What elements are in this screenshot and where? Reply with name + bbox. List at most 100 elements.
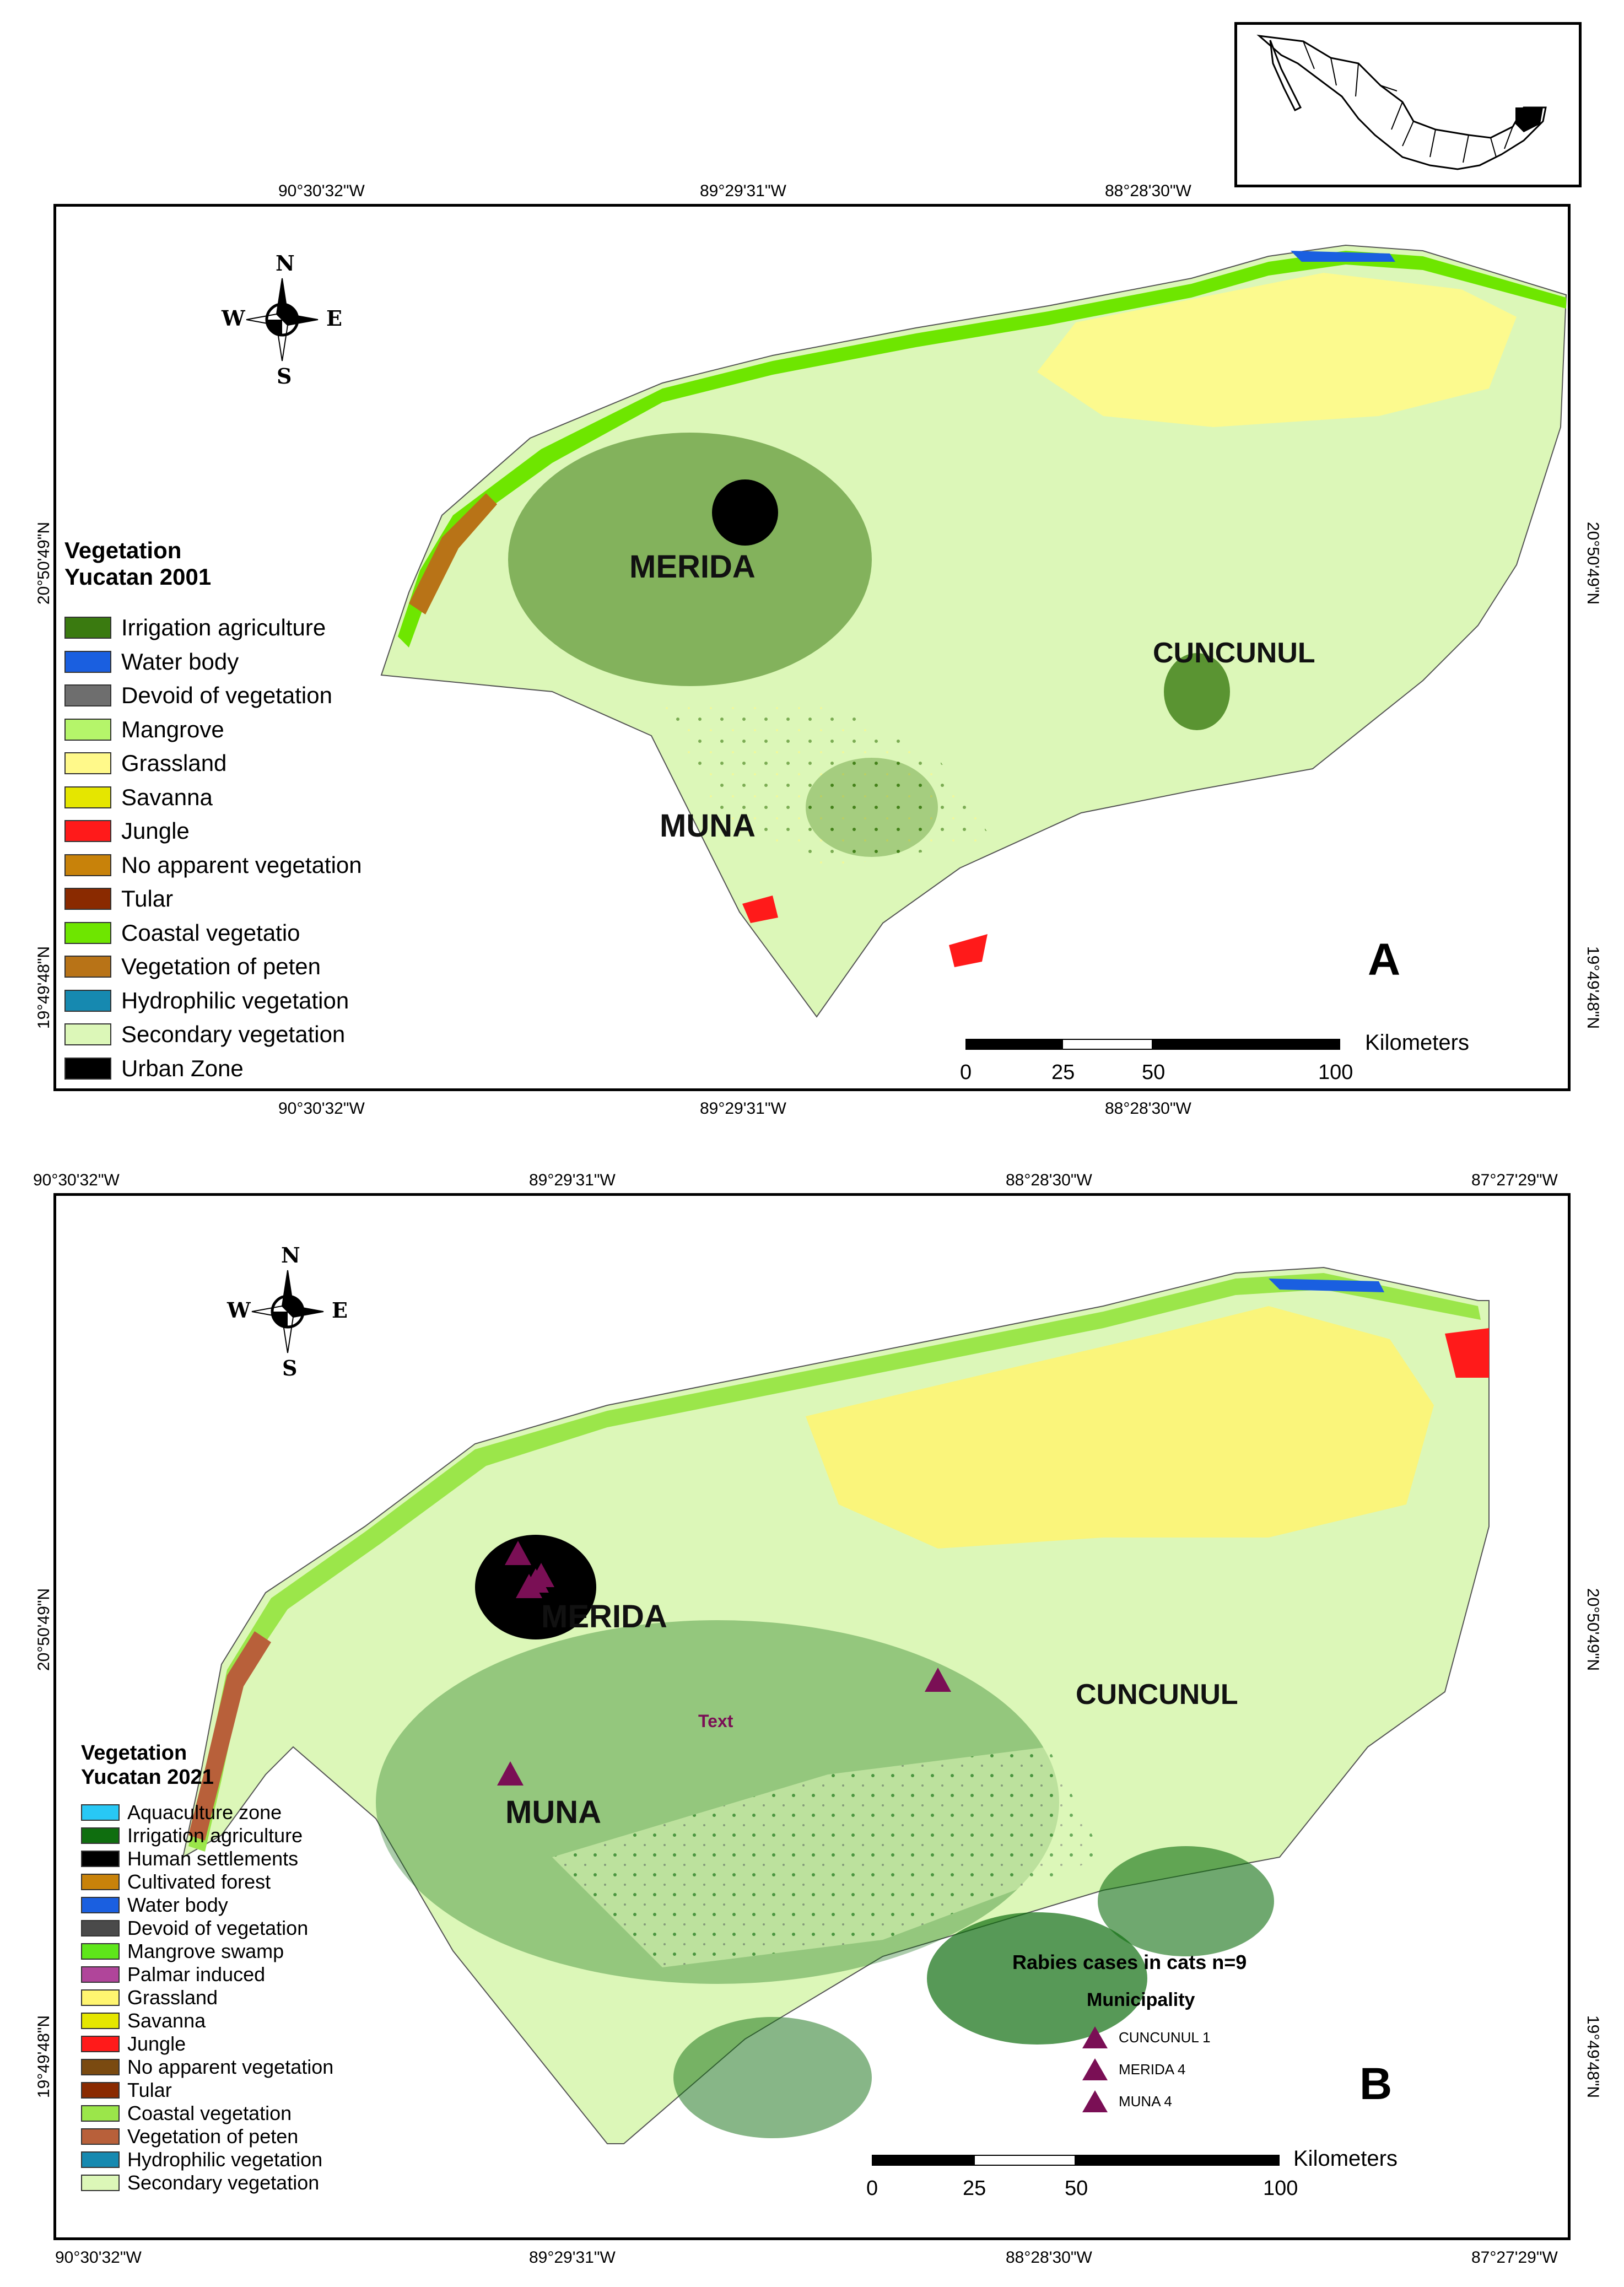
scale-a-tick-0: 0 bbox=[960, 1061, 972, 1084]
legend-b-label: Secondary vegetation bbox=[127, 2171, 320, 2194]
legend-b-item: Grassland bbox=[81, 1986, 218, 2009]
legend-b-swatch bbox=[81, 2013, 120, 2029]
panel-b-letter: B bbox=[1359, 2059, 1393, 2109]
b-bottom-coord-2: 89°29'31"W bbox=[529, 2248, 616, 2267]
legend-b-label: Savanna bbox=[127, 2009, 206, 2032]
legend-b-label: Aquaculture zone bbox=[127, 1801, 282, 1824]
case-item: MERIDA 4 bbox=[1081, 2057, 1185, 2081]
legend-b-item: Vegetation of peten bbox=[81, 2125, 298, 2148]
case-marker bbox=[497, 1761, 524, 1786]
legend-a-item: Water body bbox=[64, 649, 239, 675]
legend-a-label: Grassland bbox=[121, 750, 227, 776]
legend-a-swatch bbox=[64, 650, 111, 673]
b-left-coord-1: 20°50'49"N bbox=[35, 1588, 53, 1671]
legend-b-item: Cultivated forest bbox=[81, 1870, 271, 1894]
panel-a-frame: N W E S MERIDA MUNA CUNCUNUL A 0 25 50 1… bbox=[53, 204, 1571, 1091]
b-bottom-coord-3: 88°28'30"W bbox=[1006, 2248, 1092, 2267]
legend-b-swatch bbox=[81, 1920, 120, 1937]
b-top-coord-3: 88°28'30"W bbox=[1006, 1171, 1092, 1189]
legend-a-swatch bbox=[64, 617, 111, 639]
scale-b-tick-50: 50 bbox=[1065, 2177, 1088, 2200]
mexico-outline bbox=[1256, 34, 1547, 170]
triangle-marker-icon bbox=[1082, 2090, 1108, 2112]
legend-b-swatch bbox=[81, 1989, 120, 2006]
legend-b-item: Coastal vegetation bbox=[81, 2102, 292, 2125]
legend-b-swatch bbox=[81, 1943, 120, 1960]
legend-a-label: Urban Zone bbox=[121, 1055, 244, 1081]
a-right-coord-1: 20°50'49"N bbox=[1584, 521, 1603, 605]
legend-a-label: Mangrove bbox=[121, 716, 224, 742]
legend-b-swatch bbox=[81, 1851, 120, 1867]
legend-a-swatch bbox=[64, 989, 111, 1012]
legend-a-swatch bbox=[64, 684, 111, 706]
b-top-coord-4: 87°27'29"W bbox=[1471, 1171, 1558, 1189]
place-muna-a: MUNA bbox=[660, 808, 756, 844]
a-top-coord-2: 89°29'31"W bbox=[700, 182, 786, 200]
inset-map bbox=[1234, 22, 1582, 187]
b-bottom-coord-4: 87°27'29"W bbox=[1471, 2248, 1558, 2267]
legend-a-swatch bbox=[64, 956, 111, 978]
compass-rose-icon bbox=[246, 278, 319, 362]
legend-b-item: Aquaculture zone bbox=[81, 1801, 282, 1824]
legend-b-item: Water body bbox=[81, 1894, 228, 1917]
legend-a-item: Vegetation of peten bbox=[64, 953, 321, 980]
legend-a-swatch bbox=[64, 820, 111, 842]
legend-a-label: Coastal vegetatio bbox=[121, 919, 300, 946]
rabies-title: Rabies cases in cats n=9 bbox=[1012, 1951, 1247, 1973]
place-merida-a: MERIDA bbox=[629, 549, 756, 585]
place-muna-b: MUNA bbox=[505, 1794, 601, 1830]
legend-a-item: Jungle bbox=[64, 818, 190, 844]
legend-a-item: Mangrove bbox=[64, 716, 224, 743]
compass-a: N W E S bbox=[222, 251, 343, 389]
compass-b: N W E S bbox=[227, 1243, 348, 1380]
legend-a-item: Devoid of vegetation bbox=[64, 682, 332, 709]
compass-a-n: N bbox=[276, 251, 295, 276]
legend-b-swatch bbox=[81, 2128, 120, 2145]
legend-b-swatch bbox=[81, 2036, 120, 2052]
case-marker bbox=[925, 1668, 951, 1692]
legend-b-label: No apparent vegetation bbox=[127, 2056, 334, 2078]
legend-b-item: Savanna bbox=[81, 2009, 206, 2032]
b-right-coord-2: 19°49'48"N bbox=[1584, 2015, 1603, 2099]
legend-b-item: Palmar induced bbox=[81, 1963, 265, 1986]
legend-a-item: Irrigation agriculture bbox=[64, 614, 326, 641]
legend-b-swatch bbox=[81, 2151, 120, 2168]
legend-b-label: Tular bbox=[127, 2079, 172, 2101]
legend-b-swatch bbox=[81, 1897, 120, 1913]
legend-b-label: Irrigation agriculture bbox=[127, 1824, 303, 1847]
legend-a-label: Water body bbox=[121, 648, 239, 675]
scale-a-tick-25: 25 bbox=[1051, 1061, 1075, 1084]
scale-a-unit: Kilometers bbox=[1365, 1031, 1469, 1055]
a-right-coord-2: 19°49'48"N bbox=[1584, 946, 1603, 1029]
scale-a-tick-100: 100 bbox=[1318, 1061, 1353, 1084]
place-text-label: Text bbox=[698, 1711, 733, 1731]
legend-b-item: Tular bbox=[81, 2079, 172, 2102]
place-merida-b: MERIDA bbox=[541, 1599, 667, 1635]
compass-b-s: S bbox=[282, 1356, 298, 1380]
legend-a-title-line1: Vegetation bbox=[64, 537, 182, 563]
legend-a-label: Hydrophilic vegetation bbox=[121, 987, 349, 1013]
legend-b-label: Palmar induced bbox=[127, 1963, 266, 1986]
b-right-coord-1: 20°50'49"N bbox=[1584, 1588, 1603, 1671]
b-left-coord-2: 19°49'48"N bbox=[35, 2015, 53, 2099]
legend-b-item: No apparent vegetation bbox=[81, 2056, 333, 2079]
case-item: CUNCUNUL 1 bbox=[1081, 2025, 1211, 2049]
legend-a-item: Coastal vegetatio bbox=[64, 920, 300, 946]
legend-b-swatch bbox=[81, 1827, 120, 1844]
scale-bar-a bbox=[965, 1039, 1351, 1055]
a-bottom-coord-1: 90°30'32"W bbox=[278, 1099, 365, 1118]
legend-a-swatch bbox=[64, 786, 111, 808]
legend-a-item: Secondary vegetation bbox=[64, 1021, 345, 1048]
legend-a-swatch bbox=[64, 921, 111, 944]
legend-b-label: Vegetation of peten bbox=[127, 2125, 299, 2148]
a-left-coord-1: 20°50'49"N bbox=[35, 521, 53, 605]
legend-b-label: Devoid of vegetation bbox=[127, 1917, 309, 1939]
panel-b-map bbox=[182, 1266, 1490, 2144]
scale-a-tick-50: 50 bbox=[1142, 1061, 1166, 1084]
legend-b-label: Human settlements bbox=[127, 1847, 299, 1870]
compass-a-s: S bbox=[277, 364, 292, 389]
legend-a-label: Vegetation of peten bbox=[121, 953, 321, 979]
legend-b-title-line2: Yucatan 2021 bbox=[81, 1765, 214, 1789]
legend-a-swatch bbox=[64, 752, 111, 774]
compass-rose-icon bbox=[251, 1270, 324, 1353]
